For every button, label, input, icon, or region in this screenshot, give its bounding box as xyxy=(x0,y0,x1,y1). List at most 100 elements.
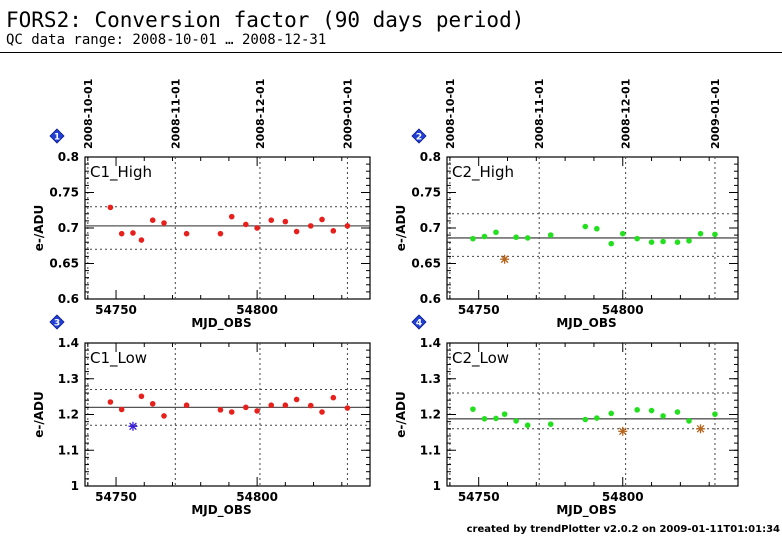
data-point xyxy=(282,402,289,409)
data-point xyxy=(293,396,300,403)
panel-title: C2_Low xyxy=(452,349,509,368)
panel-badge-icon xyxy=(411,314,427,330)
data-point xyxy=(686,418,692,424)
y-tick-label: 1.3 xyxy=(420,372,441,386)
data-point xyxy=(138,393,145,400)
y-axis-label: e-/ADU xyxy=(32,205,46,252)
y-tick-label: 1.2 xyxy=(420,408,441,422)
data-point xyxy=(107,204,114,211)
x-axis-label: MJD_OBS xyxy=(191,316,251,331)
data-point xyxy=(582,416,589,423)
data-point xyxy=(344,223,351,229)
data-point xyxy=(660,238,666,245)
y-axis-label: e-/ADU xyxy=(32,391,46,438)
data-point xyxy=(330,228,337,234)
data-point xyxy=(149,217,156,223)
data-point xyxy=(161,413,167,419)
data-point xyxy=(344,405,351,411)
data-point xyxy=(582,223,589,230)
outlier-star xyxy=(618,426,628,436)
data-point xyxy=(319,216,325,223)
outlier-star-stroke xyxy=(500,255,509,264)
date-tick-label: 2009-01-01 xyxy=(341,79,354,149)
data-point xyxy=(686,237,692,244)
data-point xyxy=(594,415,600,421)
data-point xyxy=(493,229,499,236)
date-tick-label: 2008-10-01 xyxy=(82,79,95,149)
x-tick-label: 54800 xyxy=(602,490,644,504)
data-point xyxy=(697,230,704,237)
data-point xyxy=(130,230,136,236)
x-tick-label: 54750 xyxy=(95,303,137,317)
outlier-star xyxy=(128,421,138,431)
y-tick-label: 1 xyxy=(71,479,79,493)
data-point xyxy=(501,411,508,417)
data-point xyxy=(481,415,488,422)
y-tick-label: 0.65 xyxy=(411,257,441,271)
panel-badge-icon xyxy=(411,128,427,144)
y-tick-label: 0.75 xyxy=(411,186,441,200)
y-axis-label: e-/ADU xyxy=(394,205,408,252)
y-tick-label: 0.8 xyxy=(58,150,79,164)
data-point xyxy=(319,409,325,415)
data-point xyxy=(118,406,125,413)
outlier-star-stroke xyxy=(129,422,137,431)
footer-credit: created by trendPlotter v2.0.2 on 2009-0… xyxy=(466,524,780,535)
y-tick-label: 0.75 xyxy=(49,186,79,200)
y-tick-label: 1.3 xyxy=(58,372,79,386)
y-tick-label: 0.6 xyxy=(420,292,441,306)
y-tick-label: 1.1 xyxy=(58,443,79,457)
x-tick-label: 54800 xyxy=(602,303,644,317)
y-tick-label: 1.1 xyxy=(420,443,441,457)
y-tick-label: 0.65 xyxy=(49,257,79,271)
data-point xyxy=(660,413,666,419)
date-tick-label: 2008-12-01 xyxy=(254,79,267,149)
data-point xyxy=(268,217,275,223)
data-point xyxy=(524,235,531,241)
chart-panel-2: 2008-10-01 2008-11-01 2008-12-01 2009-01-01… xyxy=(394,79,739,331)
outlier-star-stroke xyxy=(618,427,627,436)
panel-title: C2_High xyxy=(452,163,514,182)
data-point xyxy=(217,407,224,413)
x-axis-label: MJD_OBS xyxy=(191,503,251,518)
data-point xyxy=(513,418,519,424)
data-point xyxy=(594,225,600,232)
panel-badge-icon xyxy=(49,314,65,330)
date-tick-label: 2008-11-01 xyxy=(169,79,182,149)
y-tick-label: 0.8 xyxy=(420,150,441,164)
y-tick-label: 1.2 xyxy=(58,408,79,422)
x-tick-label: 54800 xyxy=(236,303,278,317)
outlier-star xyxy=(696,424,706,434)
data-point xyxy=(228,409,235,415)
data-point xyxy=(282,218,289,225)
data-point xyxy=(217,230,224,237)
data-point xyxy=(149,400,156,407)
x-tick-label: 54750 xyxy=(95,490,137,504)
y-tick-label: 1 xyxy=(433,479,441,493)
chart-panel-1: 2008-10-01 2008-11-01 2008-12-01 2009-01-01… xyxy=(32,79,371,331)
data-point xyxy=(307,223,314,229)
data-point xyxy=(268,402,275,409)
data-point xyxy=(243,404,249,411)
data-point xyxy=(608,410,615,417)
data-point xyxy=(161,220,167,226)
data-point xyxy=(674,409,681,415)
data-point xyxy=(524,422,531,429)
data-point xyxy=(493,415,499,422)
data-point xyxy=(608,240,615,247)
data-point xyxy=(513,234,519,241)
data-point xyxy=(138,237,145,243)
y-tick-label: 0.7 xyxy=(420,221,441,235)
data-point xyxy=(674,239,681,245)
data-point xyxy=(243,221,249,228)
panel-badge-number: 1 xyxy=(54,133,60,143)
x-tick-label: 54750 xyxy=(458,303,500,317)
data-point xyxy=(634,235,640,242)
y-tick-label: 1.4 xyxy=(420,336,441,350)
data-point xyxy=(183,230,190,237)
date-tick-label: 2008-11-01 xyxy=(533,79,546,149)
x-tick-label: 54750 xyxy=(458,490,500,504)
